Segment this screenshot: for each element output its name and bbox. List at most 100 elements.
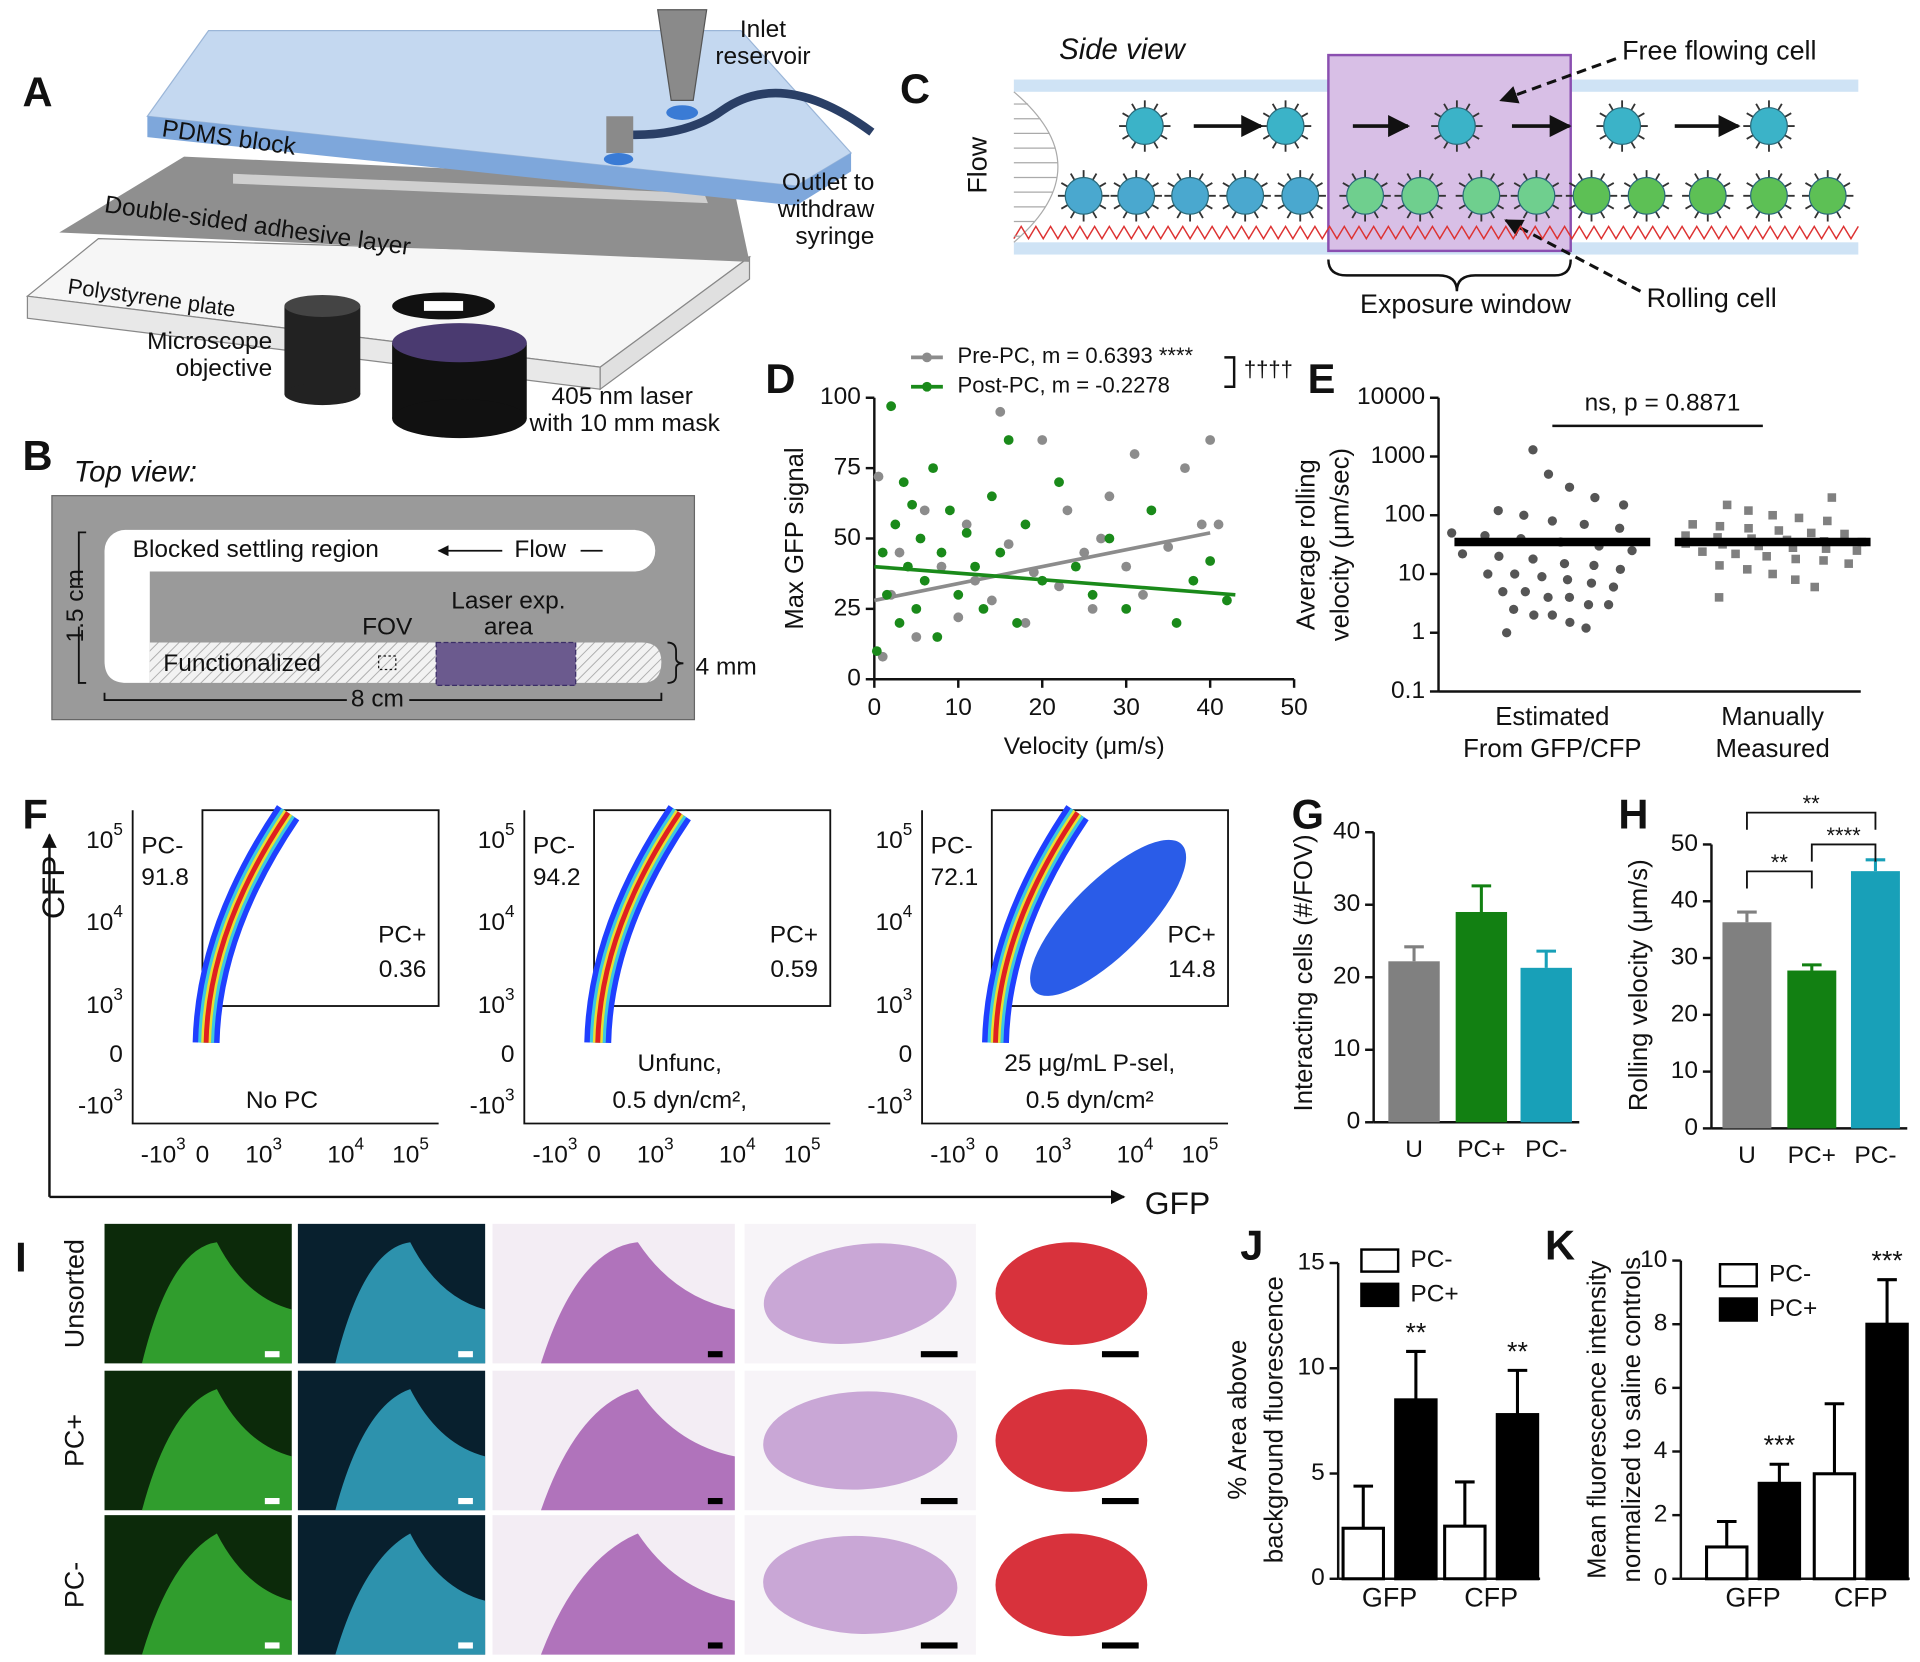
point	[1840, 529, 1849, 539]
tissue	[763, 1391, 958, 1490]
point	[1054, 581, 1064, 592]
tick-base: -10	[470, 1093, 505, 1120]
scale-bar	[1101, 1351, 1139, 1358]
tick-base: 0	[109, 1042, 123, 1069]
point	[1581, 623, 1591, 633]
point	[1589, 560, 1599, 571]
y-tick-label: 10	[1398, 559, 1425, 586]
point	[1070, 561, 1081, 572]
y-tick-label: 8	[1654, 1310, 1668, 1337]
point	[1213, 519, 1224, 530]
cell	[1596, 100, 1648, 152]
bar	[1787, 970, 1837, 1129]
tick-base: 0	[899, 1042, 913, 1069]
tick-exp: 4	[903, 900, 913, 920]
point	[1742, 565, 1752, 574]
tick-base: 10	[245, 1142, 272, 1169]
annotation: **	[1771, 850, 1789, 875]
tick-exp: 3	[272, 1133, 282, 1153]
gate-label: PC-	[141, 832, 183, 859]
point	[1020, 519, 1031, 530]
cell	[1743, 100, 1795, 152]
x-tick-label: 0	[868, 694, 882, 721]
point	[1087, 589, 1098, 600]
panel-letter: C	[900, 65, 930, 112]
x-tick-label: 104	[1117, 1133, 1154, 1169]
tissue	[540, 1389, 735, 1511]
tick-base: 10	[1035, 1142, 1062, 1169]
y-axis-label: Average rolling	[1292, 459, 1320, 630]
tick-base: -10	[930, 1142, 965, 1169]
panel-c-drawing	[1013, 53, 1859, 293]
bar	[1455, 911, 1508, 1123]
tick-exp: 4	[1144, 1133, 1154, 1153]
condition: 0.5 dyn/cm²	[1026, 1087, 1154, 1114]
scale-bar	[707, 1351, 723, 1358]
bar	[1705, 1545, 1749, 1581]
tick-base: 0	[196, 1142, 210, 1169]
y-tick-label: 0	[1654, 1564, 1668, 1591]
tick-base: -10	[78, 1093, 113, 1120]
x-tick-label: 20	[1029, 694, 1056, 721]
y-axis-label: Max GFP signal	[781, 447, 809, 629]
error-bar	[1877, 1278, 1897, 1325]
gate-label: PC+	[378, 922, 426, 949]
y-tick-label: 15	[1297, 1248, 1324, 1275]
label: reservoir	[715, 43, 810, 70]
scale-bar	[920, 1642, 958, 1649]
error-bar	[1455, 1480, 1475, 1527]
plot-frame	[523, 810, 831, 1125]
scale-bar	[707, 1498, 723, 1505]
tick-exp: 4	[505, 900, 515, 920]
panel-title: Side view	[1059, 33, 1186, 66]
tick-base: 10	[478, 993, 505, 1020]
tick-base: -10	[867, 1093, 902, 1120]
x-tick-label: 105	[392, 1133, 429, 1169]
point	[1806, 528, 1816, 538]
tissue	[540, 1242, 735, 1364]
tick-exp: 5	[419, 1133, 429, 1153]
tissue	[335, 1389, 486, 1511]
gate-label: PC+	[770, 922, 818, 949]
y-tick-label: 0	[899, 1042, 913, 1069]
bracket	[103, 692, 663, 701]
inlet-cone	[656, 9, 708, 101]
laser-bottom	[392, 398, 527, 439]
panel-letter: B	[23, 432, 53, 479]
point	[1121, 561, 1132, 572]
legend-swatch	[1360, 1282, 1400, 1308]
point	[1603, 600, 1614, 610]
point	[1565, 617, 1575, 628]
annotation: ***	[1871, 1246, 1903, 1276]
x-tick-label: 103	[637, 1133, 674, 1169]
y-tick-label: 25	[834, 594, 861, 621]
point	[944, 505, 955, 516]
cell-body	[1750, 176, 1788, 215]
label: with 10 mm mask	[528, 410, 720, 437]
bar	[1443, 1524, 1487, 1581]
panel-b-drawing	[51, 495, 696, 721]
point	[1788, 543, 1798, 553]
condition: 0.5 dyn/cm²,	[612, 1087, 747, 1114]
plot-frame	[131, 810, 439, 1125]
point	[1715, 521, 1725, 531]
point	[1519, 510, 1529, 520]
x-tick-label: U	[1738, 1142, 1756, 1169]
annotation: **	[1405, 1317, 1426, 1347]
cell-body	[1346, 176, 1385, 215]
point	[1615, 564, 1626, 574]
point	[1537, 572, 1547, 582]
scale-bar	[707, 1642, 723, 1649]
pointer	[1504, 218, 1642, 293]
point	[932, 632, 943, 642]
panel-letter: J	[1240, 1221, 1263, 1268]
x-tick-label: -103	[141, 1133, 186, 1169]
tick-exp: 3	[903, 984, 913, 1004]
point	[1791, 554, 1800, 564]
point	[986, 491, 997, 502]
label: syringe	[795, 223, 874, 250]
y-tick-label: -103	[867, 1084, 912, 1120]
point	[1790, 575, 1800, 584]
point	[1722, 500, 1732, 510]
error-bar	[1507, 1368, 1528, 1415]
